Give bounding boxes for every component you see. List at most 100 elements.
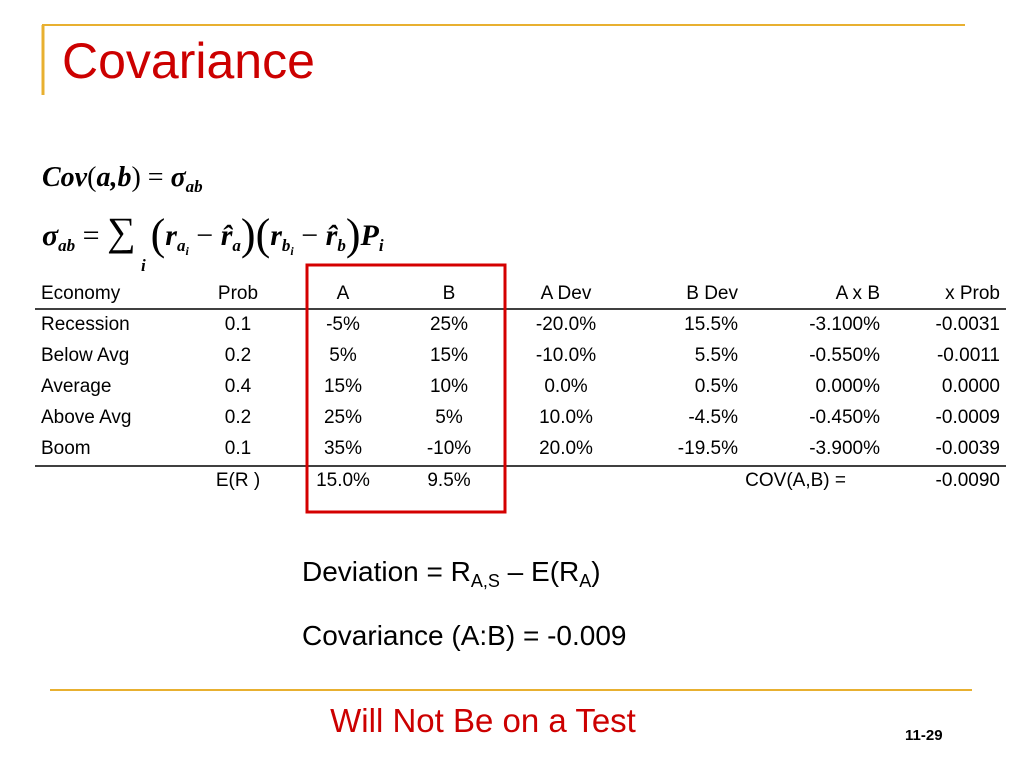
- column-header: x Prob: [945, 283, 1000, 304]
- table-cell: 10%: [429, 376, 469, 397]
- math-text: b: [281, 236, 291, 255]
- math-text: ab: [58, 236, 76, 255]
- note-text: A: [579, 571, 592, 591]
- table-cell: Average: [41, 376, 112, 397]
- math-text: r̂: [325, 219, 338, 252]
- highlight-box: [305, 263, 507, 514]
- column-header: A: [336, 283, 350, 304]
- note-text: – E(R: [499, 556, 580, 587]
- note: Deviation = RA,S – E(RA): [302, 556, 601, 592]
- math-text: i: [141, 256, 146, 275]
- table-cell: 0.4: [224, 376, 252, 397]
- table-cell: -3.100%: [809, 314, 880, 335]
- math-text: ,: [110, 162, 118, 193]
- table-cell: Recession: [41, 314, 130, 335]
- table-cell: -19.5%: [677, 438, 738, 459]
- table-cell: -0.450%: [809, 407, 880, 428]
- math-text: =: [147, 162, 164, 193]
- formula: σab = ∑ (rai − r̂a)(rbi − r̂b)Pi: [42, 208, 384, 260]
- math-text: ∑: [107, 209, 136, 254]
- math-text: (: [87, 162, 97, 193]
- math-text: −: [196, 219, 214, 252]
- page-number: 11-29: [905, 727, 943, 744]
- table-cell: -0.0031: [935, 314, 1000, 335]
- math-text: σ: [42, 219, 59, 252]
- math-text: i: [290, 244, 294, 258]
- total-cell: 9.5%: [427, 470, 471, 491]
- column-header: Prob: [217, 283, 259, 304]
- table-cell: 15%: [323, 376, 363, 397]
- math-text: ): [240, 210, 256, 259]
- total-cell: -0.0090: [935, 470, 1000, 491]
- table-cell: 15.5%: [684, 314, 738, 335]
- note-text: Deviation = R: [302, 556, 471, 587]
- table-cell: 0.5%: [694, 376, 738, 397]
- table-cell: 25%: [429, 314, 469, 335]
- math-text: r: [165, 219, 177, 252]
- table-cell: 35%: [323, 438, 363, 459]
- note-text: A,S: [470, 571, 500, 591]
- table-cell: 0.000%: [815, 376, 880, 397]
- note: Covariance (A:B) = -0.009: [302, 620, 627, 652]
- math-text: σ: [170, 162, 186, 193]
- table-cell: 25%: [323, 407, 363, 428]
- table-cell: Above Avg: [41, 407, 132, 428]
- table-cell: -0.0009: [935, 407, 1000, 428]
- slide-title: Covariance: [62, 33, 315, 89]
- table-cell: 0.0%: [544, 376, 588, 397]
- table-cell: 20.0%: [539, 438, 593, 459]
- math-text: r: [270, 219, 282, 252]
- column-header: A x B: [835, 283, 880, 304]
- table-cell: 5.5%: [694, 345, 738, 366]
- math-text: (: [150, 210, 166, 259]
- math-text: (: [255, 210, 271, 259]
- note-text: Covariance (A:B) = -0.009: [302, 620, 627, 651]
- total-cell: E(R ): [215, 470, 261, 491]
- math-text: a: [96, 162, 111, 193]
- table-cell: 0.2: [224, 407, 252, 428]
- column-header: Economy: [41, 283, 121, 304]
- math-text: Cov: [42, 162, 88, 193]
- table-cell: -5%: [326, 314, 360, 335]
- column-header: B: [442, 283, 456, 304]
- table-cell: 5%: [329, 345, 357, 366]
- table-cell: 0.1: [224, 438, 252, 459]
- table-cell: -0.550%: [809, 345, 880, 366]
- table-cell: -10.0%: [535, 345, 597, 366]
- math-text: a: [232, 236, 241, 255]
- total-cell: COV(A,B) =: [745, 470, 846, 491]
- table-cell: -0.0039: [935, 438, 1000, 459]
- table-cell: 15%: [429, 345, 469, 366]
- column-header: A Dev: [540, 283, 592, 304]
- table-cell: -20.0%: [535, 314, 597, 335]
- math-text: a: [176, 236, 186, 255]
- formula: Cov(a,b) = σab: [42, 162, 203, 197]
- math-text: r̂: [220, 219, 233, 252]
- table-cell: 0.0000: [941, 376, 1000, 397]
- table-cell: -3.900%: [809, 438, 880, 459]
- math-text: ): [131, 162, 141, 193]
- math-text: ): [345, 210, 361, 259]
- table-cell: 10.0%: [539, 407, 593, 428]
- math-text: b: [337, 236, 346, 255]
- table-cell: 5%: [435, 407, 463, 428]
- column-header: B Dev: [686, 283, 738, 304]
- table-cell: 0.1: [224, 314, 252, 335]
- table-cell: -0.0011: [936, 345, 1000, 366]
- math-text: i: [185, 244, 189, 258]
- table-cell: 0.2: [224, 345, 252, 366]
- math-text: P: [360, 219, 379, 252]
- footer-text: Will Not Be on a Test: [330, 702, 636, 739]
- math-text: b: [117, 162, 132, 193]
- table-cell: Boom: [41, 438, 91, 459]
- table-cell: Below Avg: [41, 345, 130, 366]
- math-text: −: [301, 219, 319, 252]
- math-text: ab: [185, 177, 203, 196]
- note-text: ): [591, 556, 601, 587]
- math-text: =: [82, 219, 100, 252]
- total-cell: 15.0%: [316, 470, 370, 491]
- math-text: i: [378, 236, 384, 255]
- table-cell: -10%: [426, 438, 472, 459]
